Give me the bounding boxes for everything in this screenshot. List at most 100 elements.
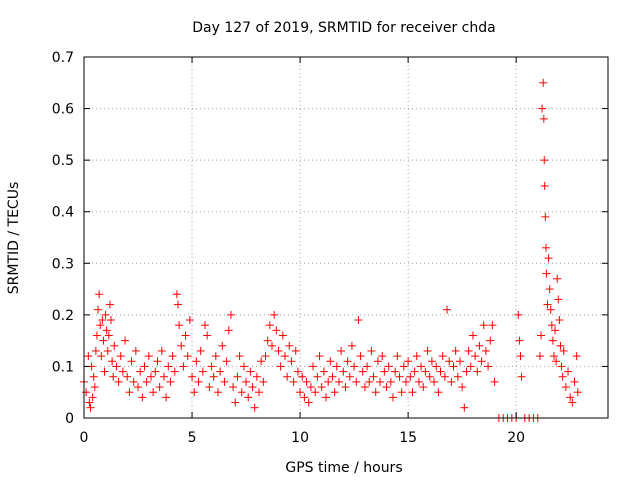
- data-point: [246, 367, 255, 376]
- x-tick-label: 10: [291, 430, 309, 446]
- data-points: [80, 78, 582, 422]
- y-tick-label: 0.4: [52, 205, 74, 221]
- data-point: [535, 352, 544, 361]
- data-point: [309, 362, 318, 371]
- data-point: [464, 346, 473, 355]
- data-point: [108, 357, 117, 366]
- data-point: [289, 377, 298, 386]
- data-point: [90, 383, 99, 392]
- data-point: [82, 388, 91, 397]
- data-point: [185, 316, 194, 325]
- data-point: [449, 362, 458, 371]
- data-point: [173, 300, 182, 309]
- data-point: [196, 346, 205, 355]
- data-point: [276, 362, 285, 371]
- data-point: [319, 367, 328, 376]
- data-point: [423, 346, 432, 355]
- data-point: [98, 316, 107, 325]
- y-tick-label: 0: [65, 411, 74, 427]
- data-point: [443, 305, 452, 314]
- data-point: [296, 388, 305, 397]
- data-point: [267, 341, 276, 350]
- data-point: [102, 326, 111, 335]
- data-point: [304, 398, 313, 407]
- data-point: [455, 357, 464, 366]
- data-point: [168, 352, 177, 361]
- data-point: [127, 357, 136, 366]
- data-point: [572, 352, 581, 361]
- data-point: [545, 285, 554, 294]
- data-point: [88, 393, 97, 402]
- data-point: [540, 156, 549, 165]
- data-point: [432, 362, 441, 371]
- chart-title: Day 127 of 2019, SRMTID for receiver chd…: [192, 20, 495, 36]
- data-point: [146, 372, 155, 381]
- data-point: [552, 357, 561, 366]
- data-point: [414, 377, 423, 386]
- data-point: [391, 367, 400, 376]
- data-point: [354, 316, 363, 325]
- grid-lines: [84, 57, 608, 418]
- data-point: [462, 367, 471, 376]
- data-point: [226, 310, 235, 319]
- data-point: [514, 310, 523, 319]
- data-point: [417, 362, 426, 371]
- data-point: [365, 377, 374, 386]
- data-point: [543, 300, 552, 309]
- data-point: [125, 388, 134, 397]
- data-point: [542, 269, 551, 278]
- data-point: [151, 367, 160, 376]
- data-point: [114, 377, 123, 386]
- data-point: [460, 403, 469, 412]
- data-point: [479, 321, 488, 330]
- data-point: [244, 393, 253, 402]
- data-point: [436, 367, 445, 376]
- data-point: [554, 295, 563, 304]
- data-point: [95, 290, 104, 299]
- data-point: [134, 383, 143, 392]
- data-point: [373, 357, 382, 366]
- data-point: [384, 362, 393, 371]
- data-point: [248, 383, 257, 392]
- data-point: [229, 383, 238, 392]
- x-tick-label: 0: [80, 430, 89, 446]
- data-point: [218, 341, 227, 350]
- data-point: [473, 367, 482, 376]
- data-point: [138, 393, 147, 402]
- data-point: [330, 388, 339, 397]
- data-point: [302, 377, 311, 386]
- data-point: [259, 377, 268, 386]
- data-point: [291, 346, 300, 355]
- data-point: [515, 336, 524, 345]
- data-point: [386, 377, 395, 386]
- data-point: [112, 362, 121, 371]
- data-point: [287, 357, 296, 366]
- data-point: [162, 393, 171, 402]
- data-point: [216, 367, 225, 376]
- data-point: [315, 352, 324, 361]
- data-point: [263, 336, 272, 345]
- data-point: [541, 243, 550, 252]
- data-point: [388, 393, 397, 402]
- data-point: [159, 372, 168, 381]
- data-point: [427, 357, 436, 366]
- data-point: [96, 321, 105, 330]
- data-point: [220, 377, 229, 386]
- data-point: [188, 372, 197, 381]
- data-point: [280, 352, 289, 361]
- y-tick-label: 0.5: [52, 153, 74, 169]
- data-point: [179, 362, 188, 371]
- data-point: [121, 336, 130, 345]
- data-point: [358, 367, 367, 376]
- data-point: [89, 372, 98, 381]
- data-point: [103, 346, 112, 355]
- data-point: [371, 388, 380, 397]
- data-point: [317, 383, 326, 392]
- x-tick-label: 20: [507, 430, 525, 446]
- data-point: [313, 372, 322, 381]
- data-point: [425, 372, 434, 381]
- data-point: [490, 377, 499, 386]
- y-tick-label: 0.1: [52, 359, 74, 375]
- data-point: [101, 310, 110, 319]
- data-point: [341, 383, 350, 392]
